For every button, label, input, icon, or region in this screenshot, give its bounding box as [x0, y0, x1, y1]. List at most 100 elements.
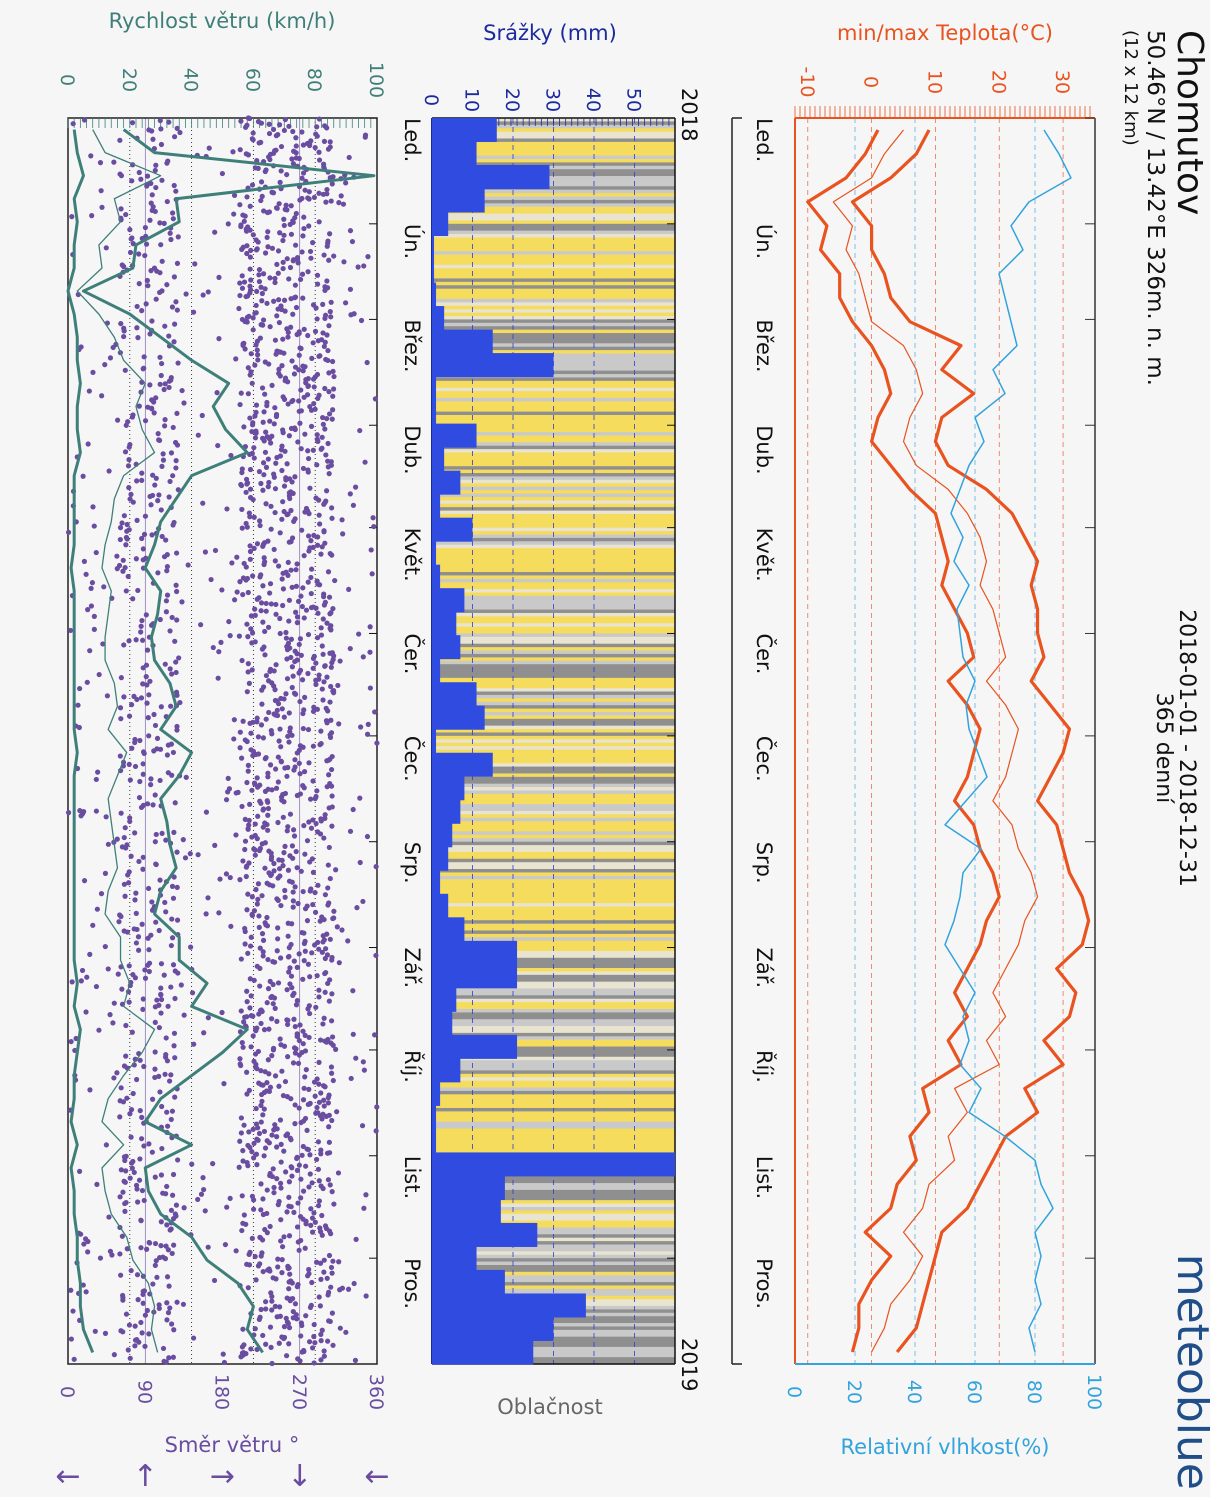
wind-direction-dot: [247, 548, 254, 555]
wind-direction-dot: [284, 1021, 291, 1028]
wind-direction-dot: [136, 947, 142, 953]
wind-direction-dot: [195, 432, 201, 438]
wind-direction-dot: [294, 1316, 300, 1322]
wind-direction-dot: [323, 452, 329, 458]
wind-direction-dot: [132, 897, 138, 903]
wind-direction-dot: [123, 422, 129, 428]
wind-direction-dot: [284, 207, 290, 213]
wind-direction-dot: [281, 714, 287, 720]
wind-direction-dot: [287, 1298, 293, 1304]
wind-direction-dot: [266, 1071, 272, 1077]
wind-direction-dot: [139, 477, 145, 483]
wind-direction-dot: [264, 1000, 270, 1006]
cloud-stripe: [432, 319, 675, 324]
wind-direction-dot: [255, 734, 262, 740]
wind-direction-dot: [251, 514, 257, 520]
wind-direction-dot: [319, 544, 325, 550]
wind-direction-dot: [153, 919, 159, 925]
wind-direction-dot: [153, 1258, 159, 1264]
wind-direction-dot: [146, 692, 152, 698]
wind-direction-dot: [260, 735, 267, 741]
wind-direction-dot: [81, 558, 87, 564]
cloud-stripe: [432, 1193, 675, 1198]
wind-direction-dot: [130, 499, 136, 505]
wind-direction-dot: [164, 160, 170, 166]
precipitation-tick-label: 40: [582, 88, 604, 112]
wind-direction-dot: [141, 531, 148, 537]
wind-direction-dot: [262, 1145, 269, 1151]
wind-direction-dot: [233, 356, 239, 362]
wind-direction-dot: [264, 209, 271, 216]
cloud-stripe: [432, 1230, 675, 1235]
wind-direction-dot: [259, 841, 265, 847]
cloud-stripe: [432, 565, 675, 570]
wind-direction-dot: [137, 1057, 143, 1063]
wind-direction-dot: [141, 1143, 147, 1149]
wind-direction-dot: [172, 638, 178, 644]
month-label: Dub.: [752, 425, 776, 475]
wind-direction-dot: [321, 501, 327, 507]
cloud-stripe: [432, 1114, 675, 1119]
wind-direction-dot: [132, 975, 138, 981]
cloud-stripe: [432, 1357, 675, 1362]
wind-direction-dot: [306, 1034, 312, 1041]
wind-direction-dot: [265, 827, 271, 833]
wind-direction-dot: [297, 276, 304, 283]
wind-direction-dot: [152, 167, 158, 174]
wind-direction-dot: [300, 368, 306, 374]
wind-direction-dot: [145, 283, 151, 289]
wind-direction-dot: [153, 831, 159, 838]
wind-direction-dot: [328, 1231, 334, 1237]
wind-direction-dot: [237, 280, 243, 286]
wind-direction-dot: [245, 634, 251, 640]
wind-direction-dot: [311, 1321, 317, 1328]
wind-direction-dot: [291, 1016, 297, 1022]
wind-direction-dot: [345, 1286, 352, 1292]
wind-direction-dot: [298, 1176, 304, 1182]
wind-direction-dot: [330, 386, 337, 392]
wind-direction-dot: [149, 406, 155, 412]
wind-direction-dot: [262, 865, 268, 871]
wind-direction-dot: [265, 774, 271, 780]
wind-direction-dot: [328, 717, 334, 723]
wind-direction-dot: [281, 127, 287, 134]
cloud-stripe: [432, 176, 675, 181]
wind-direction-dot: [286, 710, 292, 716]
wind-direction-dot: [325, 1338, 331, 1344]
wind-direction-dot: [237, 1056, 243, 1062]
wind-direction-dot: [356, 631, 362, 637]
wind-direction-dot: [322, 955, 328, 962]
humidity-tick-label: 60: [963, 1380, 985, 1404]
wind-direction-dot: [319, 643, 325, 649]
wind-direction-dot: [271, 860, 277, 867]
wind-direction-dot: [300, 1188, 307, 1194]
wind-direction-dot: [321, 594, 327, 600]
wind-direction-dot: [328, 1018, 335, 1024]
wind-direction-dot: [292, 884, 298, 890]
wind-direction-dot: [361, 1205, 367, 1211]
wind-direction-dot: [244, 907, 250, 913]
wind-direction-dot: [292, 1050, 299, 1056]
wind-direction-dot: [93, 983, 100, 990]
wind-direction-dot: [120, 1099, 127, 1105]
wind-direction-arrows: ← ↑ → ↓ ←: [55, 1459, 389, 1494]
wind-direction-dot: [336, 200, 342, 206]
wind-direction-dot: [284, 512, 290, 518]
cloud-stripe: [432, 824, 675, 829]
wind-direction-dot: [322, 989, 328, 995]
wind-direction-dot: [129, 702, 135, 708]
wind-direction-dot: [276, 201, 282, 207]
wind-direction-dot: [288, 1137, 294, 1143]
wind-direction-dot: [274, 948, 280, 954]
wind-direction-dot: [269, 1307, 275, 1313]
wind-direction-dot: [138, 1136, 145, 1142]
wind-direction-dot: [90, 504, 96, 510]
wind-speed-tick-label: 100: [365, 62, 387, 98]
wind-direction-dot: [225, 775, 231, 781]
wind-direction-dot: [309, 1229, 316, 1235]
wind-direction-dot: [129, 745, 135, 751]
wind-direction-dot: [255, 896, 261, 902]
cloud-stripe: [432, 688, 675, 693]
wind-direction-dot: [331, 1201, 337, 1207]
wind-direction-dot: [249, 428, 255, 435]
